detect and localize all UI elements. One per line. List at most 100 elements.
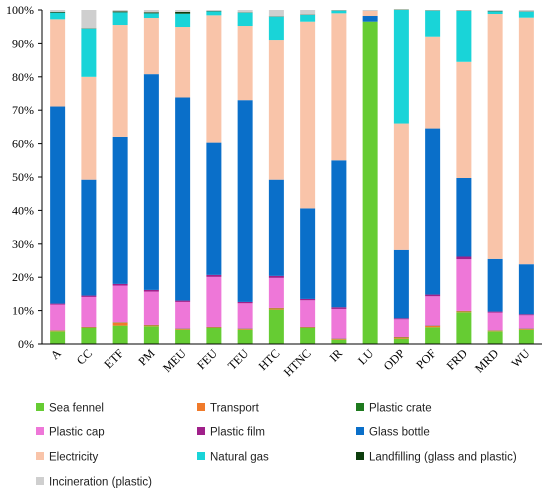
- bar-segment-plastic-film: [456, 256, 472, 260]
- bar-segment-electricity: [112, 25, 128, 137]
- bar-segment-electricity: [143, 18, 159, 75]
- bar-segment-landfilling-glass-and-plastic: [175, 12, 191, 14]
- bar-segment-plastic-film: [393, 318, 409, 320]
- bar-segment-electricity: [456, 61, 472, 178]
- bar-segment-glass-bottle: [50, 106, 66, 304]
- bar-segment-transport: [487, 330, 503, 332]
- bar-segment-plastic-cap: [331, 308, 347, 339]
- x-tick-label: MRD: [472, 346, 501, 375]
- bar-segment-electricity: [175, 27, 191, 98]
- bar-segment-natural-gas: [143, 13, 159, 19]
- bar-segment-transport: [237, 328, 253, 330]
- y-tick-label: 10%: [12, 304, 34, 318]
- bar-segment-transport: [425, 325, 441, 328]
- bar-segment-plastic-cap: [206, 276, 222, 327]
- axes: [41, 10, 542, 345]
- bar-segment-glass-bottle: [393, 249, 409, 319]
- x-tick-label: ODP: [381, 346, 408, 373]
- bar-stack-a: [50, 10, 66, 344]
- bar-segment-incineration-plastic: [362, 10, 378, 11]
- x-tick-label: TEU: [225, 346, 252, 373]
- legend-swatch: [356, 403, 364, 411]
- bar-stack-frd: [456, 10, 472, 344]
- bar-segment-sea-fennel: [206, 327, 222, 344]
- bar-segment-sea-fennel: [393, 338, 409, 344]
- bar-segment-electricity: [50, 19, 66, 107]
- bar-segment-incineration-plastic: [175, 10, 191, 12]
- bar-stack-mrd: [487, 10, 503, 344]
- bar-segment-plastic-film: [143, 289, 159, 292]
- bar-segment-electricity: [362, 11, 378, 17]
- bar-segment-incineration-plastic: [518, 10, 534, 12]
- bar-segment-glass-bottle: [300, 208, 316, 299]
- bar-segment-incineration-plastic: [487, 10, 503, 11]
- legend-item: Plastic crate: [356, 403, 432, 415]
- legend-item: Plastic film: [197, 427, 265, 439]
- legend-label: Transport: [210, 403, 260, 415]
- bar-segment-plastic-film: [206, 274, 222, 277]
- bar-segment-plastic-film: [50, 303, 66, 305]
- legend-swatch: [36, 403, 44, 411]
- bar-segment-transport: [50, 330, 66, 332]
- bar-stack-ir: [331, 10, 347, 344]
- legend-item: Plastic cap: [36, 427, 105, 439]
- bar-segment-sea-fennel: [268, 309, 284, 344]
- bar-segment-glass-bottle: [425, 128, 441, 295]
- bar-segment-sea-fennel: [112, 325, 128, 344]
- bar-segment-sea-fennel: [425, 327, 441, 344]
- bar-stack-feu: [206, 10, 222, 344]
- bar-segment-sea-fennel: [143, 326, 159, 344]
- bar-segment-sea-fennel: [487, 331, 503, 344]
- bar-stack-cc: [81, 10, 97, 344]
- bar-segment-electricity: [206, 15, 222, 143]
- bar-segment-electricity: [518, 17, 534, 265]
- bar-segment-natural-gas: [175, 13, 191, 28]
- bar-segment-incineration-plastic: [112, 10, 128, 12]
- x-tick-label: MEU: [160, 346, 189, 375]
- y-tick-label: 50%: [12, 170, 34, 184]
- bar-segment-plastic-film: [81, 295, 97, 297]
- y-tick-label: 40%: [12, 203, 34, 217]
- bar-segment-plastic-film: [487, 311, 503, 313]
- bar-segment-glass-bottle: [331, 160, 347, 308]
- bar-segment-plastic-cap: [518, 315, 534, 329]
- x-tick-label: POF: [413, 346, 439, 372]
- bar-segment-natural-gas: [487, 11, 503, 15]
- bar-segment-natural-gas: [268, 16, 284, 41]
- bar-segment-natural-gas: [425, 10, 441, 37]
- bar-stack-meu: [175, 10, 191, 344]
- legend-swatch: [36, 427, 44, 435]
- bar-segment-electricity: [393, 123, 409, 250]
- legend-label: Plastic crate: [369, 403, 432, 415]
- bar-segment-transport: [331, 338, 347, 340]
- bar-segment-incineration-plastic: [50, 10, 66, 12]
- x-tick-label: FRD: [444, 346, 471, 373]
- bar-segment-transport: [518, 328, 534, 330]
- legend-label: Landfilling (glass and plastic): [369, 452, 517, 464]
- bar-segment-transport: [393, 337, 409, 339]
- bar-segment-electricity: [425, 36, 441, 129]
- bar-segment-landfilling-glass-and-plastic: [50, 12, 66, 13]
- legend-label: Electricity: [49, 452, 98, 464]
- bar-segment-natural-gas: [518, 11, 534, 18]
- bar-segment-plastic-cap: [425, 296, 441, 326]
- bar-segment-transport: [206, 327, 222, 328]
- y-tick-label: 80%: [12, 70, 34, 84]
- bar-segment-electricity: [81, 76, 97, 180]
- bar-segment-incineration-plastic: [206, 10, 222, 11]
- bar-segment-incineration-plastic: [300, 10, 316, 15]
- bar-segment-glass-bottle: [112, 136, 128, 284]
- legend-swatch: [197, 452, 205, 460]
- legend-label: Plastic cap: [49, 427, 105, 439]
- bar-stack-pm: [143, 10, 159, 344]
- legend-item: Transport: [197, 403, 260, 415]
- bar-segment-plastic-film: [518, 314, 534, 316]
- x-tick-label: HTC: [256, 346, 283, 373]
- bar-stack-teu: [237, 10, 253, 344]
- legend-swatch: [36, 452, 44, 460]
- bar-segment-plastic-cap: [50, 304, 66, 331]
- x-tick-label: HTNC: [281, 346, 314, 379]
- bar-segment-incineration-plastic: [268, 10, 284, 17]
- x-tick-label: FEU: [194, 346, 220, 372]
